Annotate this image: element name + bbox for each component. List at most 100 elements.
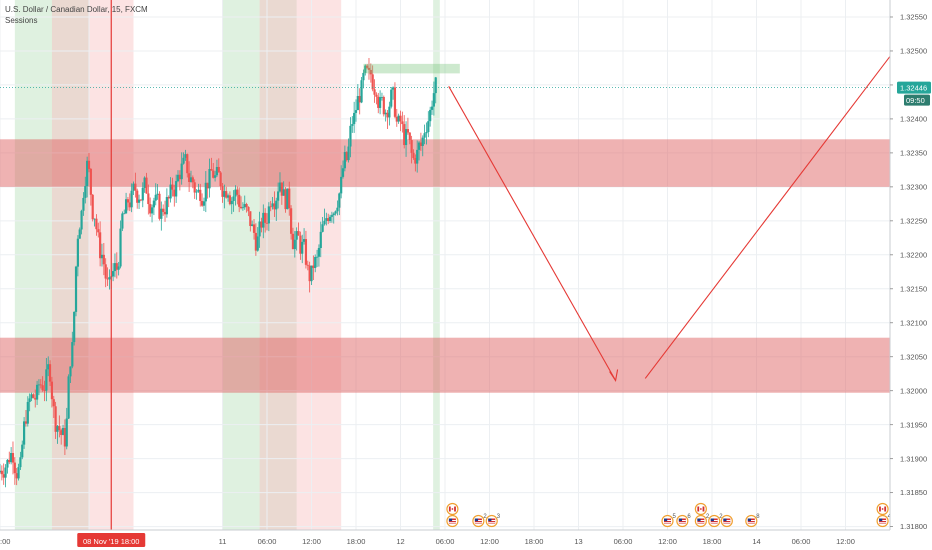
candle-body [63, 428, 66, 447]
candle-body [427, 121, 430, 133]
candle-body [84, 186, 87, 198]
candle-body [345, 152, 348, 161]
candle-body [338, 193, 341, 208]
drawing-overlay [0, 0, 891, 530]
candle-body [173, 189, 176, 197]
candle-body [50, 381, 54, 400]
candle-body [71, 342, 74, 367]
candle-body [397, 115, 400, 122]
time-tick-label: 12 [396, 537, 404, 546]
candle-body [199, 189, 202, 201]
candle-body [366, 65, 369, 68]
candle-body [78, 229, 81, 239]
candle-body [369, 69, 372, 75]
candle-body [128, 202, 131, 208]
us-flag-icon: 2 [472, 514, 487, 528]
candle-body [403, 124, 406, 146]
candle-body [230, 200, 233, 205]
candle-body [154, 194, 157, 201]
candle-body [80, 210, 83, 230]
candle-body [410, 140, 413, 153]
candle-body [288, 188, 291, 209]
canada-flag-icon [446, 502, 459, 516]
indicator-label[interactable]: Sessions [5, 16, 38, 25]
candle-body [375, 94, 378, 97]
candle-body [269, 206, 272, 208]
time-tick-label: 06:00 [258, 537, 277, 546]
candle-body [371, 74, 374, 90]
price-tick-label: 1.32400 [900, 115, 927, 124]
candle-body [414, 158, 417, 164]
candle-body [432, 93, 435, 107]
time-tick-label: 18:00 [525, 537, 544, 546]
candle-body [406, 129, 410, 133]
candle-body [145, 177, 148, 194]
candle-body [321, 224, 324, 232]
candle-body [282, 189, 285, 196]
price-tick-label: 1.32050 [900, 352, 927, 361]
candle-body [327, 218, 330, 222]
last-price-badge: 1.32446 09:50 [897, 81, 931, 106]
candle-body [391, 87, 395, 90]
candle-body [260, 221, 263, 228]
price-tick-label: 1.32350 [900, 148, 927, 157]
candle-body [178, 174, 181, 180]
candle-body [336, 207, 339, 212]
candle-body [310, 265, 313, 282]
price-tick-label: 1.32200 [900, 250, 927, 259]
candle-body [328, 216, 332, 222]
candle-body [212, 170, 215, 178]
time-tick-label: :00 [0, 537, 10, 546]
candle-body [340, 176, 343, 194]
candle-body [162, 208, 165, 212]
us-flag-icon: 3 [485, 514, 501, 528]
candle-body [143, 177, 146, 188]
supply-demand-zones [0, 139, 890, 393]
candle-body [124, 199, 128, 214]
candle-body [58, 426, 61, 431]
candle-body [112, 271, 115, 277]
us-flag-icon: 8 [745, 514, 760, 528]
candle-body [202, 201, 206, 206]
candle-body [56, 426, 59, 432]
candle-body [171, 184, 174, 190]
candle-body [195, 191, 198, 193]
zone-rectangle [0, 337, 890, 393]
session-band [433, 0, 440, 530]
candle-body [113, 263, 117, 272]
candle-body [74, 266, 78, 312]
candle-body [323, 220, 326, 225]
candle-body [256, 236, 259, 251]
candle-body [219, 172, 222, 187]
candle-body [373, 89, 376, 95]
candlestick-series [0, 57, 437, 488]
price-tick-label: 1.31900 [900, 454, 927, 463]
candle-body [176, 174, 180, 182]
candle-body [356, 96, 359, 111]
candle-body [265, 222, 269, 224]
candle-body [217, 166, 220, 173]
candle-body [108, 277, 111, 280]
last-price-label: 1.32446 [900, 83, 927, 92]
candle-body [102, 254, 105, 265]
candle-body [286, 188, 289, 210]
time-tick-label: 18:00 [703, 537, 722, 546]
candle-body [10, 453, 13, 463]
candle-body [215, 166, 219, 176]
candle-body [417, 142, 421, 150]
candle-body [434, 77, 437, 94]
candle-body [312, 265, 315, 268]
candle-body [204, 182, 207, 202]
candle-body [290, 208, 293, 234]
price-tick-label: 1.32000 [900, 386, 927, 395]
candle-body [319, 231, 322, 249]
candle-body [234, 189, 237, 197]
candle-body [277, 191, 280, 201]
event-count: 2 [483, 514, 487, 520]
candle-body [41, 385, 44, 391]
candle-body [160, 208, 163, 219]
candle-body [34, 397, 37, 400]
candle-body [238, 194, 241, 207]
candle-body [197, 189, 200, 192]
